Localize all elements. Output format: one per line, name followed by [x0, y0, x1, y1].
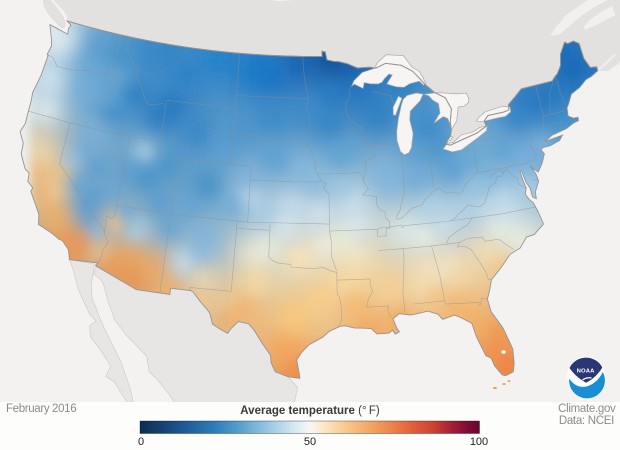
svg-text:Climate.gov: Climate.gov [558, 403, 616, 415]
svg-text:February 2016: February 2016 [6, 403, 76, 415]
svg-text:0: 0 [138, 436, 144, 448]
svg-text:Average temperature (° F): Average temperature (° F) [240, 405, 380, 417]
svg-text:Data: NCEI: Data: NCEI [559, 415, 614, 427]
svg-text:100: 100 [470, 436, 488, 448]
svg-text:NOAA: NOAA [577, 369, 596, 375]
svg-text:50: 50 [304, 436, 316, 448]
